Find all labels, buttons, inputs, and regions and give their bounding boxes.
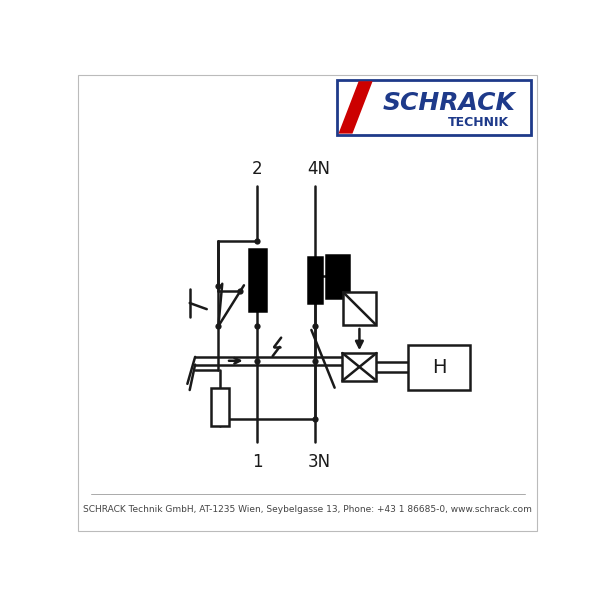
Text: TECHNIK: TECHNIK [448, 116, 509, 130]
Text: 2: 2 [252, 160, 262, 178]
Text: SCHRACK Technik GmbH, AT-1235 Wien, Seybelgasse 13, Phone: +43 1 86685-0, www.sc: SCHRACK Technik GmbH, AT-1235 Wien, Seyb… [83, 505, 532, 514]
Text: H: H [432, 358, 446, 377]
Text: 3N: 3N [308, 453, 331, 471]
Bar [337, 80, 531, 135]
Bar [343, 353, 376, 381]
Bar [343, 292, 376, 325]
Polygon shape [338, 81, 373, 134]
Bar [248, 249, 266, 311]
Bar [211, 388, 229, 426]
Text: SCHRACK: SCHRACK [383, 91, 516, 115]
Bar [408, 346, 470, 390]
Bar [308, 257, 322, 303]
Text: 1: 1 [252, 453, 262, 471]
Text: 4N: 4N [308, 160, 331, 178]
Bar [326, 255, 349, 298]
